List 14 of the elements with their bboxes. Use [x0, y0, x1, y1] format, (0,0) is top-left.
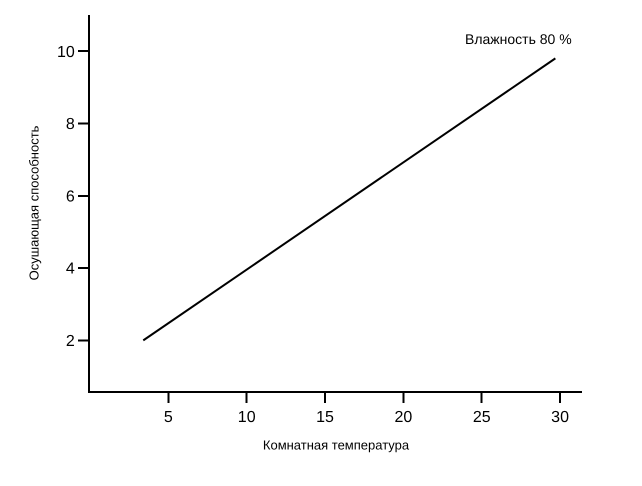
x-tick-label: 15	[316, 409, 334, 426]
x-tick-label: 20	[394, 409, 412, 426]
y-axis-title: Осушающая способность	[26, 125, 42, 280]
x-tick-label: 10	[238, 409, 256, 426]
y-tick-label: 10	[57, 44, 75, 61]
x-axis-title: Комнатная температура	[262, 437, 410, 452]
x-tick-label: 30	[551, 409, 570, 426]
x-tick-label: 25	[472, 409, 491, 426]
x-tick-label: 5	[164, 409, 173, 426]
y-tick-label: 6	[66, 188, 75, 206]
y-tick-label: 8	[66, 116, 75, 134]
y-tick-label: 4	[66, 260, 75, 278]
annotation: Влажность 80 %	[465, 31, 572, 47]
y-tick-label: 2	[66, 332, 75, 350]
